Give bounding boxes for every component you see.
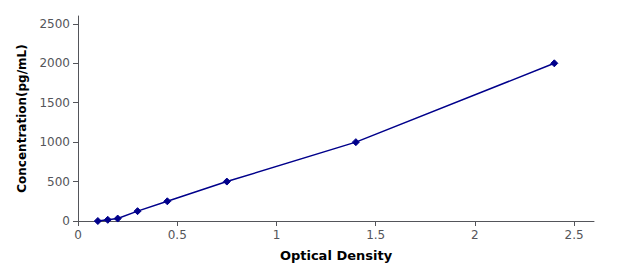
- svg-text:1.5: 1.5: [366, 228, 385, 242]
- svg-text:Concentration(pg/mL): Concentration(pg/mL): [15, 44, 29, 192]
- svg-text:2.5: 2.5: [565, 228, 584, 242]
- svg-text:500: 500: [47, 175, 70, 189]
- svg-text:2500: 2500: [39, 17, 70, 31]
- svg-text:0.5: 0.5: [168, 228, 187, 242]
- svg-text:Optical Density: Optical Density: [280, 248, 393, 263]
- svg-text:2000: 2000: [39, 56, 70, 70]
- svg-text:2: 2: [471, 228, 479, 242]
- svg-text:0: 0: [74, 228, 82, 242]
- svg-text:1: 1: [273, 228, 281, 242]
- svg-text:1500: 1500: [39, 96, 70, 110]
- svg-text:1000: 1000: [39, 135, 70, 149]
- svg-text:0: 0: [62, 214, 70, 228]
